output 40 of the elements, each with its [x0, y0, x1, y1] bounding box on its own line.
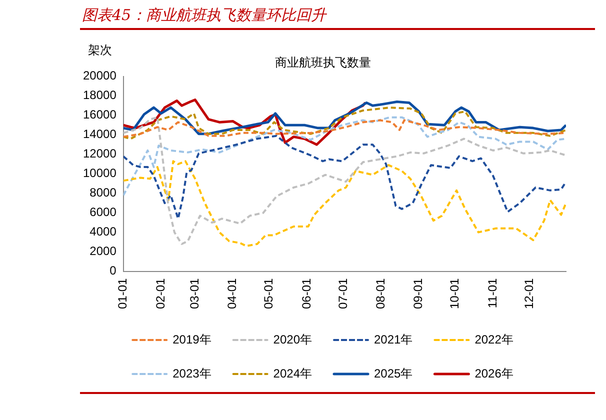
legend-label: 2021年 [374, 332, 413, 346]
y-tick-label: 6000 [90, 205, 117, 220]
y-tick-label: 8000 [90, 186, 117, 200]
legend-label: 2026年 [474, 366, 514, 380]
line-series [123, 106, 566, 140]
y-tick-label: 12000 [82, 146, 117, 161]
x-tick-label: 09-01 [411, 278, 426, 310]
legend-label: 2022年 [474, 332, 514, 346]
line-series [123, 119, 566, 138]
x-tick-label: 06-01 [299, 278, 314, 310]
line-series [123, 134, 566, 220]
y-tick-label: 2000 [90, 244, 117, 258]
x-tick-label: 08-01 [373, 278, 388, 310]
x-tick-label: 01-01 [116, 278, 130, 310]
y-tick-label: 4000 [90, 224, 117, 239]
y-tick-label: 16000 [82, 108, 117, 122]
x-tick-label: 12-01 [522, 278, 536, 310]
legend-label: 2019年 [172, 332, 212, 346]
y-tick-label: 14000 [82, 127, 117, 142]
line-series [123, 116, 566, 196]
legend-label: 2025年 [374, 366, 413, 380]
x-tick-label: 07-01 [336, 278, 350, 310]
legend-label: 2023年 [172, 366, 212, 380]
line-series [123, 116, 566, 246]
x-tick-label: 11-01 [485, 278, 500, 308]
x-tick-label: 10-01 [448, 278, 462, 310]
y-axis-title: 架次 [88, 42, 112, 59]
chart-title: 图表45：商业航班执飞数量环比回升 [82, 6, 326, 25]
y-tick-label: 10000 [82, 166, 117, 180]
x-tick-label: 02-01 [153, 278, 168, 310]
line-series [123, 160, 566, 247]
y-tick-label: 18000 [82, 88, 117, 102]
chart-subtitle: 商业航班执飞数量 [275, 55, 371, 70]
x-tick-label: 05-01 [262, 278, 276, 310]
x-tick-label: 04-01 [225, 278, 240, 310]
y-tick-label: 0 [110, 264, 117, 278]
y-tick-label: 20000 [82, 68, 117, 83]
legend-label: 2024年 [273, 366, 312, 380]
x-tick-label: 03-01 [187, 278, 202, 310]
legend-label: 2020年 [273, 332, 312, 346]
